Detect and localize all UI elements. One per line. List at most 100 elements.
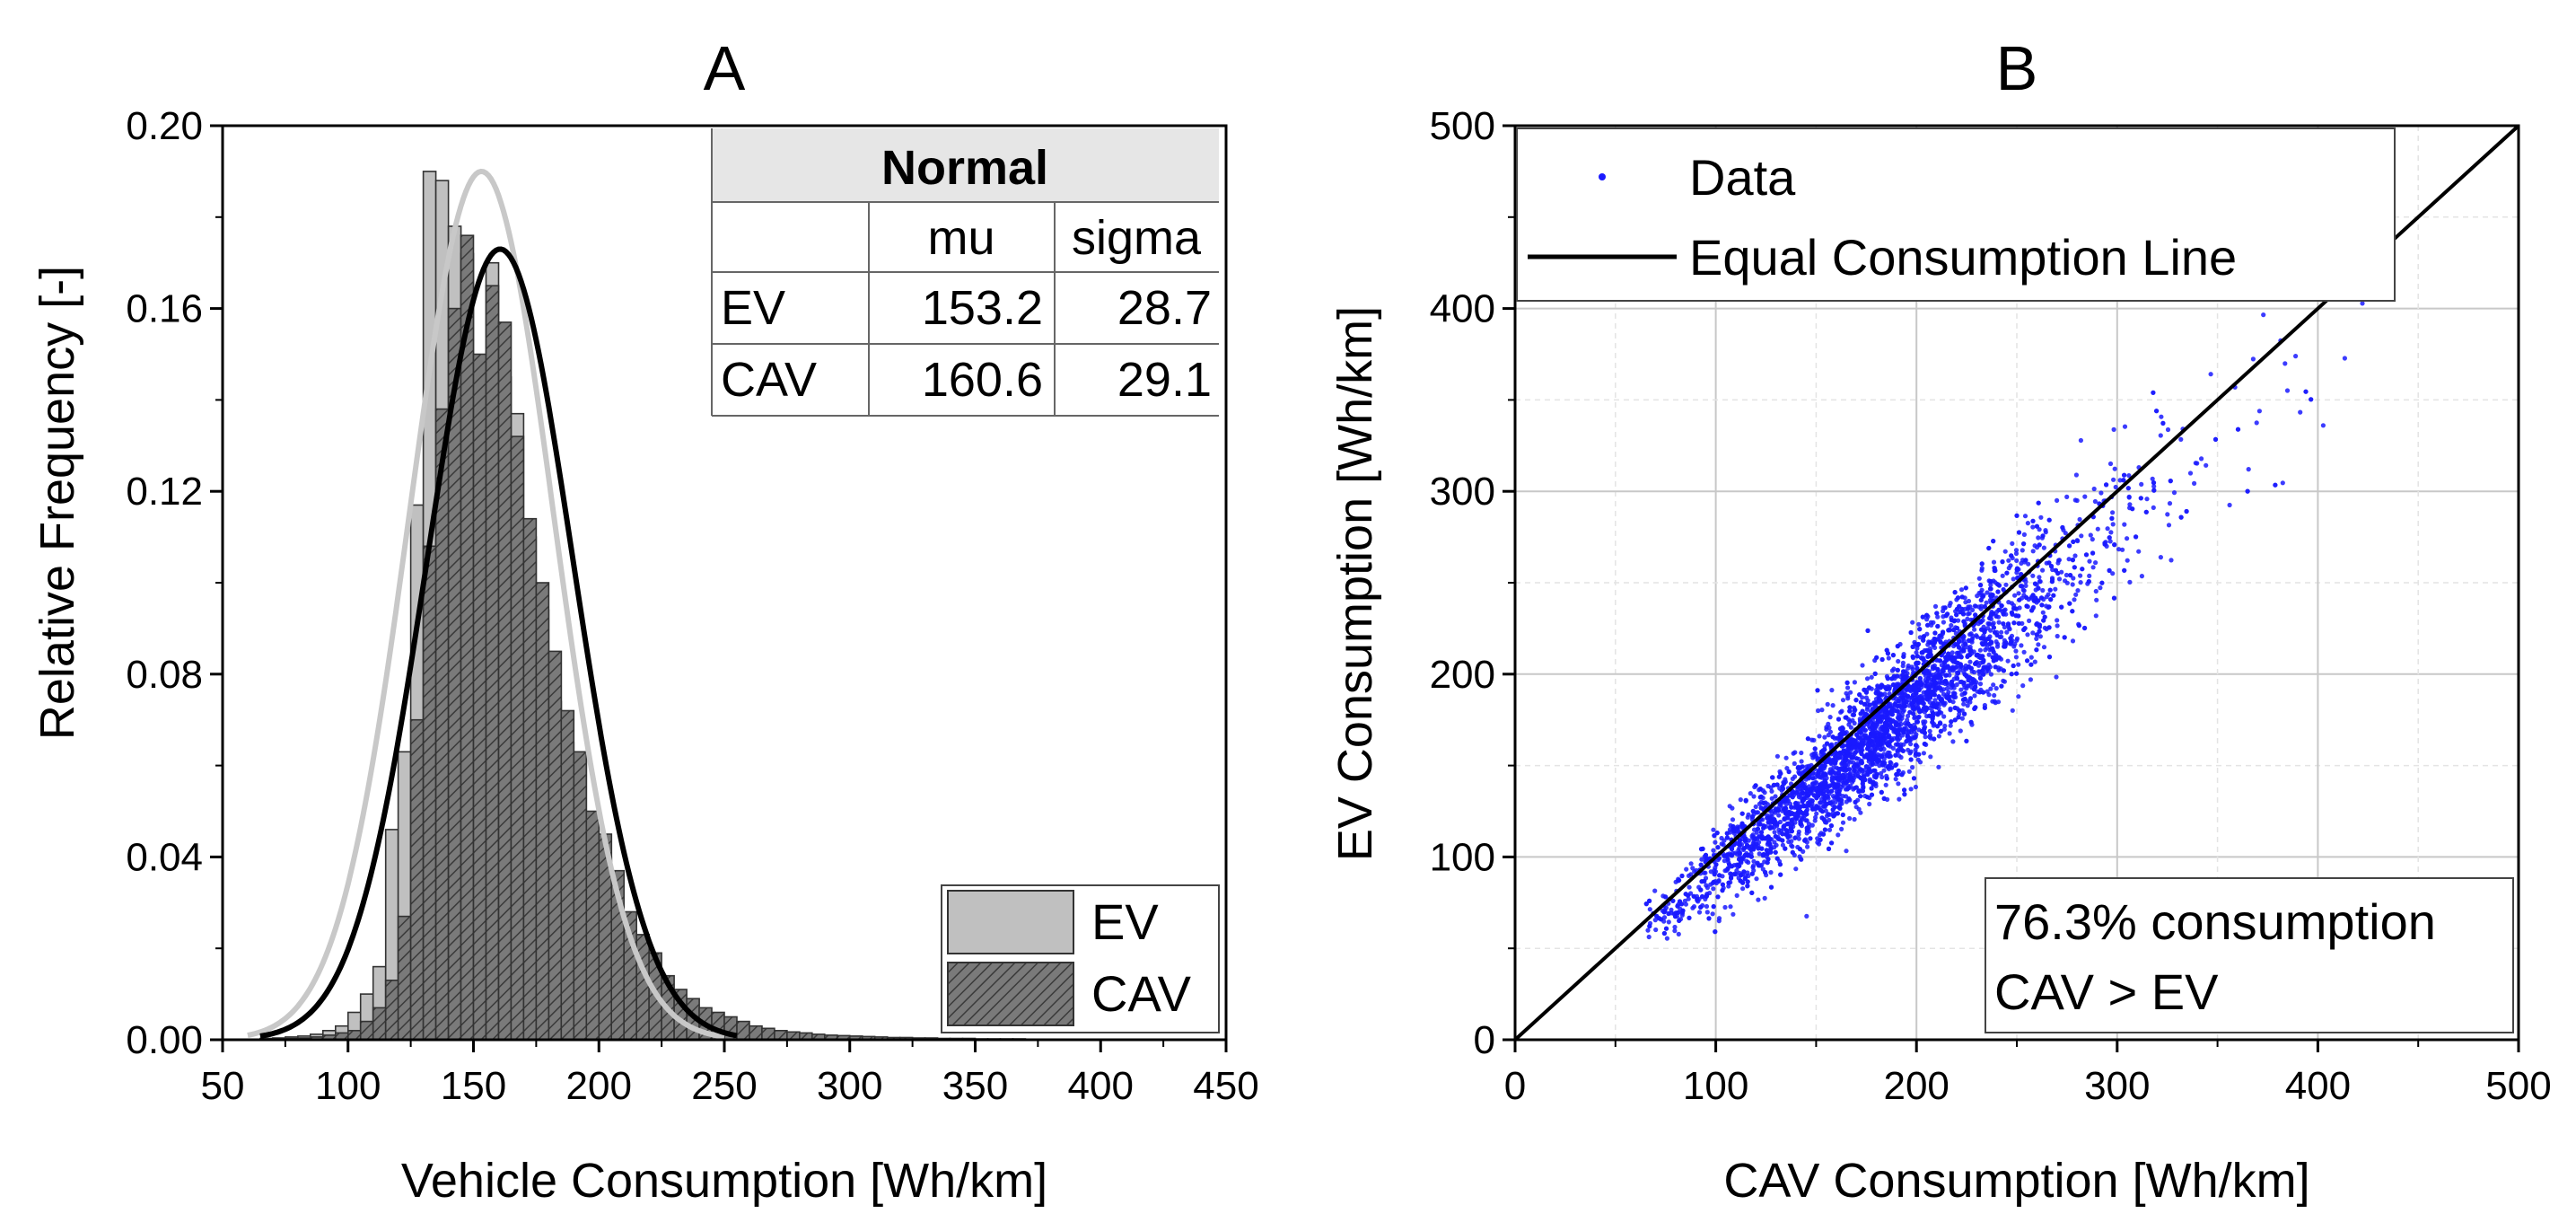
- scatter-point: [1772, 821, 1777, 826]
- scatter-point: [2127, 579, 2133, 585]
- scatter-point: [2021, 532, 2027, 538]
- scatter-point: [1928, 754, 1933, 760]
- scatter-point: [1902, 792, 1907, 797]
- scatter-point: [2002, 608, 2007, 613]
- scatter-point: [1924, 617, 1930, 622]
- scatter-point: [1652, 918, 1658, 923]
- scatter-point: [1852, 816, 1857, 822]
- scatter-point: [1902, 787, 1907, 793]
- scatter-point: [2008, 641, 2013, 646]
- scatter-point: [2042, 625, 2047, 630]
- scatter-point: [2046, 517, 2052, 523]
- scatter-point: [2098, 585, 2103, 591]
- scatter-point: [2073, 472, 2079, 478]
- scatter-point: [1780, 786, 1786, 792]
- scatter-point: [1928, 620, 1933, 625]
- scatter-point: [1862, 701, 1867, 707]
- scatter-point: [1900, 748, 1906, 753]
- scatter-point: [2055, 618, 2060, 623]
- scatter-point: [1754, 830, 1759, 835]
- scatter-point: [1733, 872, 1739, 877]
- scatter-point: [1949, 719, 1954, 725]
- scatter-point: [1872, 768, 1878, 773]
- scatter-point: [1687, 884, 1692, 890]
- y-tick-label: 0.12: [126, 470, 203, 514]
- scatter-point: [1804, 913, 1809, 919]
- scatter-point: [1745, 879, 1750, 884]
- scatter-point: [2102, 541, 2107, 547]
- scatter-point: [2122, 522, 2127, 527]
- scatter-point: [1817, 734, 1822, 739]
- scatter-point: [1869, 792, 1875, 797]
- scatter-point: [1772, 830, 1777, 835]
- scatter-point: [2171, 490, 2177, 496]
- scatter-point: [1774, 753, 1780, 759]
- scatter-point: [2063, 578, 2068, 584]
- scatter-point: [2013, 550, 2020, 557]
- scatter-point: [2159, 414, 2164, 419]
- scatter-point: [1986, 652, 1992, 657]
- bar-cav: [346, 1030, 362, 1040]
- scatter-point: [1879, 691, 1884, 697]
- scatter-point: [1672, 924, 1678, 930]
- scatter-point: [1960, 611, 1967, 617]
- scatter-point: [1774, 806, 1779, 812]
- scatter-point: [1992, 692, 1997, 699]
- scatter-point: [1675, 903, 1680, 909]
- scatter-point: [2111, 477, 2116, 482]
- scatter-point: [1879, 747, 1884, 752]
- scatter-point: [2254, 420, 2259, 426]
- scatter-point: [1906, 721, 1911, 726]
- scatter-point: [2034, 523, 2039, 529]
- scatter-point: [1895, 673, 1900, 679]
- scatter-point: [1914, 654, 1920, 659]
- scatter-point: [2020, 584, 2025, 589]
- scatter-point: [2060, 524, 2065, 531]
- scatter-point: [1643, 901, 1649, 907]
- scatter-point: [2063, 572, 2069, 578]
- scatter-point: [1666, 919, 1671, 925]
- scatter-point: [1850, 744, 1855, 751]
- fit-table-row-label: CAV: [721, 353, 817, 407]
- x-tick-label: 100: [315, 1064, 381, 1108]
- scatter-point: [1980, 636, 1985, 641]
- scatter-point: [1898, 722, 1904, 727]
- scatter-point: [1890, 718, 1896, 724]
- scatter-point: [1867, 737, 1872, 743]
- scatter-point: [2055, 623, 2060, 629]
- scatter-point: [2028, 662, 2034, 667]
- scatter-point: [1908, 757, 1914, 762]
- scatter-point: [2043, 528, 2048, 533]
- bar-cav: [397, 915, 412, 1040]
- scatter-point: [2016, 613, 2021, 619]
- scatter-point: [2040, 567, 2046, 573]
- scatter-point: [1924, 647, 1930, 653]
- scatter-point: [1831, 813, 1836, 819]
- scatter-point: [1945, 664, 1950, 669]
- scatter-point: [1942, 723, 1948, 729]
- scatter-point: [2121, 478, 2126, 483]
- scatter-point: [1845, 753, 1851, 759]
- scatter-point: [1970, 633, 1976, 639]
- scatter-point: [1844, 715, 1849, 720]
- scatter-point: [1991, 559, 1997, 565]
- scatter-point: [2235, 426, 2241, 432]
- scatter-point: [1764, 848, 1769, 853]
- scatter-point: [2070, 638, 2076, 644]
- scatter-point: [1882, 723, 1888, 728]
- scatter-point: [1848, 760, 1853, 765]
- scatter-point: [2037, 579, 2043, 585]
- scatter-point: [2166, 523, 2172, 528]
- scatter-point: [1884, 686, 1889, 692]
- scatter-point: [1988, 646, 1994, 652]
- scatter-point: [2024, 594, 2029, 601]
- scatter-point: [2017, 597, 2022, 602]
- scatter-point: [1757, 787, 1763, 792]
- scatter-point: [1874, 737, 1879, 743]
- scatter-point: [1865, 743, 1871, 748]
- scatter-point: [1730, 817, 1736, 822]
- scatter-point: [2109, 515, 2115, 522]
- scatter-point: [1963, 666, 1968, 672]
- scatter-point: [1941, 667, 1946, 673]
- scatter-point: [1988, 594, 1993, 599]
